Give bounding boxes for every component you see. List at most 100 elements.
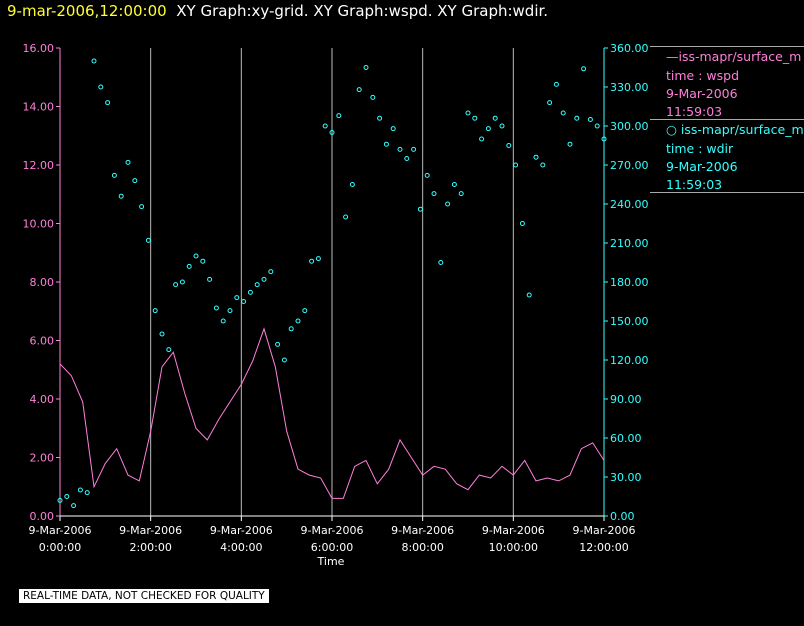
wdir-point xyxy=(526,292,532,298)
wdir-point xyxy=(91,58,97,64)
y-right-tick-label: 180.00 xyxy=(610,276,649,289)
wdir-point xyxy=(139,204,145,210)
x-tick-label-time: 0:00:00 xyxy=(39,541,81,554)
y-left-tick-label: 2.00 xyxy=(30,452,55,465)
wdir-point xyxy=(315,256,321,262)
wdir-point xyxy=(451,182,457,187)
wdir-point xyxy=(553,81,559,87)
wdir-point xyxy=(519,221,525,226)
y-right-tick-label: 300.00 xyxy=(610,120,649,133)
wdir-point xyxy=(145,237,151,243)
wdir-point xyxy=(241,299,247,304)
wdir-point xyxy=(506,143,512,148)
wdir-point xyxy=(309,258,315,264)
wdir-point xyxy=(57,497,63,503)
y-right-tick-label: 60.00 xyxy=(610,432,642,445)
wdir-point xyxy=(247,289,253,295)
y-right-tick-label: 120.00 xyxy=(610,354,649,367)
wdir-point xyxy=(220,318,226,324)
wdir-point xyxy=(329,130,335,135)
wdir-point xyxy=(268,269,274,275)
wdir-point xyxy=(424,172,430,178)
wspd-line xyxy=(59,327,605,499)
y-left-tick-label: 6.00 xyxy=(30,335,55,348)
wdir-point xyxy=(349,182,355,187)
wdir-point xyxy=(71,503,77,509)
wdir-point xyxy=(77,487,83,493)
wdir-point xyxy=(581,66,587,72)
wdir-point xyxy=(547,100,553,106)
y-left-tick-label: 12.00 xyxy=(23,159,55,172)
wdir-point xyxy=(445,201,451,207)
y-right-tick-label: 360.00 xyxy=(610,42,649,55)
wdir-point xyxy=(254,282,260,288)
wdir-point xyxy=(567,141,573,147)
wdir-point xyxy=(118,193,124,199)
x-tick-label-date: 9-Mar-2006 xyxy=(391,524,454,537)
wdir-point xyxy=(594,123,600,129)
wdir-point xyxy=(193,253,199,259)
title-date: 9-mar-2006,12:00:00 xyxy=(7,2,167,20)
legend-wspd-date: 9-Mar-2006 xyxy=(666,86,738,101)
vertical-grid xyxy=(150,48,514,516)
wdir-point xyxy=(186,263,192,269)
series-wspd xyxy=(59,327,605,499)
wdir-point xyxy=(363,65,369,70)
wdir-point xyxy=(322,123,328,129)
wdir-point xyxy=(485,126,491,132)
graph-title-bar: 9-mar-2006,12:00:00 XY Graph:xy-grid. XY… xyxy=(7,2,548,20)
x-tick-label-date: 9-Mar-2006 xyxy=(29,524,92,537)
legend-wspd-var: time : wspd xyxy=(666,68,740,83)
wdir-point xyxy=(472,115,478,121)
x-tick-label-date: 9-Mar-2006 xyxy=(210,524,273,537)
series-wdir xyxy=(57,58,607,509)
legend-wdir-source: ○ iss-mapr/surface_m xyxy=(666,122,804,137)
wdir-point xyxy=(261,276,267,282)
legend-wdir-var: time : wdir xyxy=(666,141,734,156)
wdir-point xyxy=(499,123,505,129)
wdir-point xyxy=(234,295,240,301)
y-left-tick-label: 8.00 xyxy=(30,276,55,289)
wdir-point xyxy=(383,141,389,147)
y-left-tick-label: 10.00 xyxy=(23,218,55,231)
y-right-tick-label: 30.00 xyxy=(610,471,642,484)
x-axis-label: Time xyxy=(317,555,345,568)
y-right-tick-label: 0.00 xyxy=(610,510,635,523)
wdir-point xyxy=(132,178,138,184)
wdir-point xyxy=(492,115,498,121)
wdir-point xyxy=(64,494,70,499)
y-left-tick-label: 0.00 xyxy=(30,510,55,523)
wdir-point xyxy=(200,258,206,264)
y-right-tick-label: 330.00 xyxy=(610,81,649,94)
wdir-point xyxy=(111,172,117,178)
x-tick-label-time: 8:00:00 xyxy=(401,541,443,554)
legend-wspd-time: 11:59:03 xyxy=(666,104,723,119)
tick-labels: 9-Mar-2006 0:00:00 9-Mar-2006 2:00:00 9-Mar-… xyxy=(23,42,649,554)
legend-wspd-source: —iss-mapr/surface_m xyxy=(666,49,802,64)
wdir-point xyxy=(343,214,349,220)
wdir-point xyxy=(166,347,172,353)
wdir-point xyxy=(302,308,308,314)
wdir-point xyxy=(275,341,281,347)
legend-divider xyxy=(650,192,804,193)
x-tick-label-time: 4:00:00 xyxy=(220,541,262,554)
wdir-point xyxy=(295,318,301,324)
legend-wdir-date: 9-Mar-2006 xyxy=(666,159,738,174)
wdir-point xyxy=(356,87,362,93)
wdir-point xyxy=(431,191,437,197)
x-tick-label-time: 12:00:00 xyxy=(579,541,628,554)
wdir-point xyxy=(397,146,403,152)
wdir-point xyxy=(479,136,485,142)
wdir-point xyxy=(574,115,580,121)
x-tick-label-date: 9-Mar-2006 xyxy=(301,524,364,537)
wdir-point xyxy=(390,126,396,132)
wdir-point xyxy=(207,276,213,282)
wdir-point xyxy=(288,326,294,332)
wdir-point xyxy=(560,110,566,116)
x-tick-label-time: 10:00:00 xyxy=(489,541,538,554)
y-left-tick-label: 14.00 xyxy=(23,101,55,114)
wdir-point xyxy=(601,136,607,142)
y-left-tick-label: 4.00 xyxy=(30,393,55,406)
wdir-point xyxy=(336,113,342,119)
wdir-point xyxy=(213,305,219,311)
